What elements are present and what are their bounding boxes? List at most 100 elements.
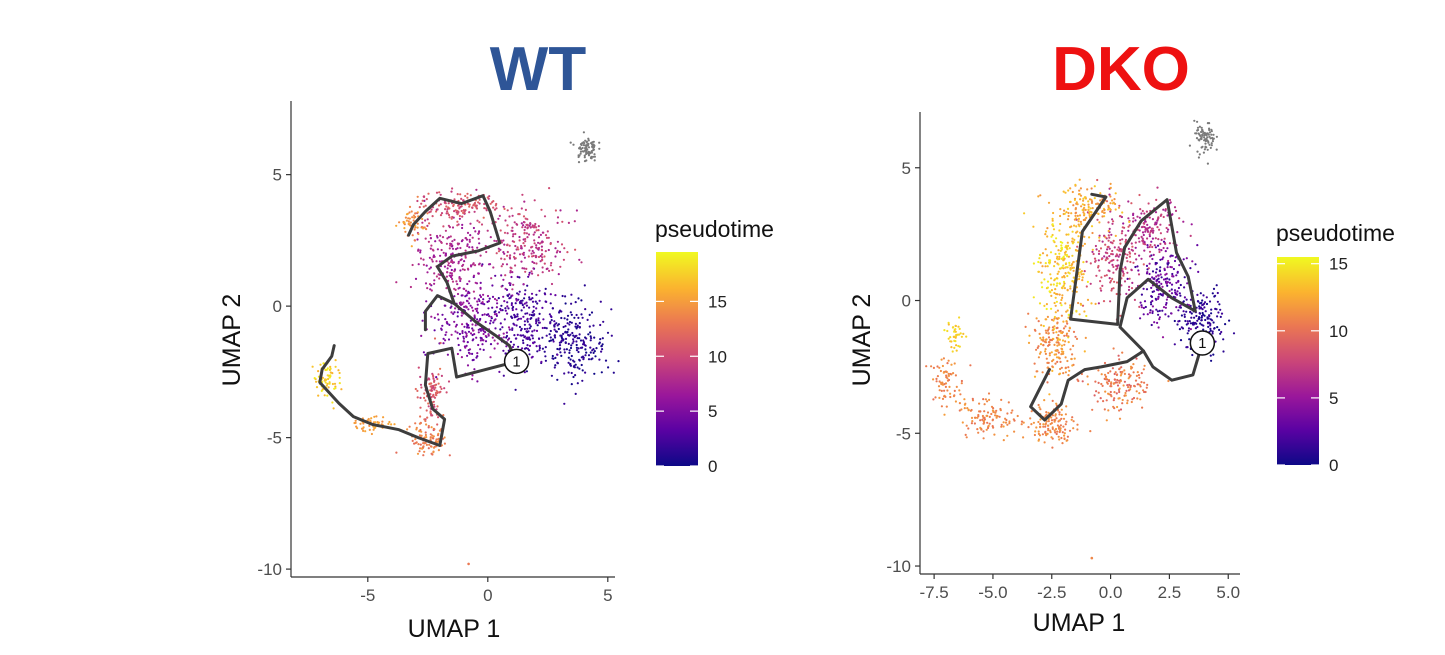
cell-point (1044, 329, 1047, 332)
cell-point (1203, 306, 1206, 309)
cell-point (319, 363, 322, 366)
cell-point (1047, 420, 1050, 423)
cell-point (1113, 372, 1116, 376)
cell-point-unassigned (1207, 141, 1210, 144)
cell-point (469, 304, 472, 307)
cell-point (959, 393, 962, 396)
cell-point (1112, 220, 1115, 223)
cell-point (1035, 426, 1038, 429)
cell-point (1149, 309, 1152, 312)
cell-point (469, 234, 472, 237)
cell-point (1137, 273, 1141, 276)
cell-point (1048, 341, 1051, 344)
cell-point (939, 381, 943, 384)
cell-point (1150, 303, 1153, 306)
cell-point (1077, 241, 1080, 244)
cell-point (966, 407, 969, 410)
x-axis-label-dko: UMAP 1 (1033, 609, 1126, 637)
cell-point (1151, 276, 1154, 279)
cell-point (364, 430, 367, 433)
cell-point (325, 384, 328, 387)
x-tick-label: 2.5 (1158, 583, 1182, 602)
cell-point (459, 269, 462, 272)
cell-point (1063, 334, 1066, 337)
cell-point (452, 203, 455, 206)
cell-point (1039, 422, 1042, 426)
cell-point (419, 415, 422, 418)
cell-point (476, 352, 479, 355)
cell-point (535, 255, 538, 258)
cell-point (574, 322, 578, 325)
cell-point (1083, 310, 1086, 313)
cell-point (1050, 294, 1053, 297)
cell-point (1199, 307, 1202, 310)
cell-point (1080, 270, 1083, 273)
cell-point (526, 218, 529, 221)
cell-point (1098, 236, 1101, 239)
cell-point (442, 342, 445, 345)
cell-point (1006, 423, 1009, 426)
cell-point (990, 405, 994, 408)
cell-point (955, 344, 958, 347)
cell-point (489, 356, 492, 359)
cell-point (587, 354, 591, 357)
cell-point (497, 297, 500, 300)
cell-point (951, 326, 955, 329)
cell-point (476, 355, 479, 358)
cell-point (322, 362, 325, 365)
cell-point (1055, 331, 1058, 334)
cell-point (1099, 247, 1103, 250)
cell-point (506, 294, 510, 297)
cell-point (540, 208, 543, 211)
cell-point (451, 277, 454, 281)
cell-point (485, 313, 489, 316)
cell-point (501, 309, 504, 312)
cell-point (934, 396, 937, 399)
cell-point (541, 231, 545, 234)
cell-point (1111, 222, 1114, 225)
cell-point (1020, 423, 1023, 426)
cell-point (1042, 324, 1045, 328)
cell-point (588, 313, 591, 316)
cell-point (538, 344, 541, 347)
cell-point (1109, 300, 1112, 303)
cell-point (1039, 408, 1042, 411)
cell-point (1058, 411, 1061, 414)
cell-point (553, 320, 556, 323)
cell-point (488, 297, 491, 300)
cell-point (970, 408, 973, 412)
cell-point (1051, 369, 1054, 372)
cell-point (436, 313, 439, 316)
cell-point (1061, 352, 1064, 355)
cell-point (464, 254, 467, 258)
cell-point (1185, 298, 1188, 301)
cell-point (520, 244, 523, 248)
cell-point (1151, 305, 1154, 308)
cell-point (946, 329, 949, 333)
cell-point (438, 260, 441, 263)
cell-point (427, 192, 430, 195)
cell-point (524, 312, 527, 315)
cell-point (443, 387, 446, 390)
colorbar-tick-label: 5 (1329, 389, 1338, 408)
cell-point (574, 301, 577, 304)
cell-point (439, 203, 442, 206)
cell-point (1118, 409, 1121, 412)
cell-point (1158, 281, 1161, 284)
cell-point (538, 321, 541, 324)
cell-point (593, 372, 596, 375)
cell-point (1055, 284, 1058, 287)
cell-point (1183, 286, 1186, 289)
cell-point (532, 251, 535, 254)
cell-point (1132, 220, 1135, 223)
cell-point (578, 258, 581, 261)
cell-point (466, 364, 470, 367)
cell-point (1131, 398, 1134, 401)
cell-point (1068, 247, 1071, 250)
cell-point (1123, 372, 1126, 375)
cell-point (323, 394, 326, 397)
cell-point (377, 421, 380, 424)
cell-point (1047, 411, 1050, 414)
cell-point (1156, 321, 1159, 324)
cell-point (430, 445, 433, 448)
